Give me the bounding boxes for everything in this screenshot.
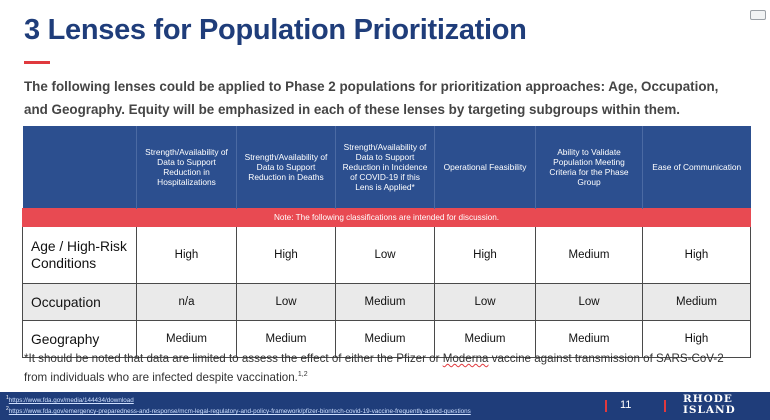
table-cell: Low [236,283,336,321]
footer-divider [605,400,607,412]
table-cell: Low [335,226,435,284]
discussion-note: Note: The following classifications are … [22,208,751,227]
reference-marker: 1 [6,395,9,401]
table-cell: Medium [236,320,336,358]
table-row: Geography Medium Medium Medium Medium Me… [22,320,751,358]
reference-link-2[interactable]: https://www.fda.gov/emergency-preparedne… [8,408,471,416]
header-ease-of-communication: Ease of Communication [642,126,751,209]
reference-link-1[interactable]: https://www.fda.gov/media/144434/downloa… [8,397,134,405]
footnote-refs: 1,2 [297,371,308,378]
footnote-text-end: vaccine against transmission of SARS-CoV… [24,352,724,384]
header-deaths: Strength/Availability of Data to Support… [236,126,336,209]
lenses-table: Strength/Availability of Data to Support… [22,126,751,358]
table-cell: Low [434,283,536,321]
table-row: Occupation n/a Low Medium Low Low Medium [22,283,751,321]
reference-marker: 2 [6,406,9,413]
footer-bar: 1https://www.fda.gov/media/144434/downlo… [0,392,770,420]
row-label: Age / High-Risk Conditions [22,226,137,284]
table-cell: n/a [136,283,237,321]
header-operational-feasibility: Operational Feasibility [434,126,536,209]
header-hospitalizations: Strength/Availability of Data to Support… [136,126,237,209]
table-cell: Medium [335,320,435,358]
title-accent-rule [24,61,50,64]
table-cell: High [236,226,336,284]
note-row: Note: The following classifications are … [22,208,751,227]
table-cell: High [434,226,536,284]
table-cell: Medium [434,320,536,358]
table-cell: Medium [335,283,435,321]
reference-list: 1https://www.fda.gov/media/144434/downlo… [6,394,604,416]
table-row: Age / High-Risk Conditions High High Low… [22,226,751,284]
header-incidence: Strength/Availability of Data to Support… [335,126,435,209]
header-corner [22,126,137,209]
logo-line-1: RHODE [683,393,733,405]
header-validate-population: Ability to Validate Population Meeting C… [535,126,643,209]
table-cell: Medium [642,283,751,321]
spellcheck-word: Moderna [442,352,489,365]
table-cell: Low [535,283,643,321]
footnote-text-start: *It should be noted that data are limite… [24,352,443,365]
table-header-row: Strength/Availability of Data to Support… [22,126,751,209]
table-cell: Medium [535,320,643,358]
reference-2: 2https://www.fda.gov/emergency-preparedn… [6,405,604,416]
row-label: Occupation [22,283,137,321]
row-label: Geography [22,320,137,358]
table-cell: High [642,226,751,284]
footnote: *It should be noted that data are limite… [24,351,746,386]
reference-1: 1https://www.fda.gov/media/144434/downlo… [6,394,604,405]
rhode-island-logo: RHODE ISLAND [683,394,736,416]
slide-title: 3 Lenses for Population Prioritization [24,14,527,46]
window-corner [742,0,770,30]
table-cell: High [642,320,751,358]
intro-paragraph: The following lenses could be applied to… [24,79,719,117]
page-number: 11 [620,399,632,411]
logo-line-2: ISLAND [683,404,736,416]
footer-divider [664,400,666,412]
screen-indicator-icon [750,10,766,20]
table-cell: High [136,226,237,284]
table-cell: Medium [535,226,643,284]
